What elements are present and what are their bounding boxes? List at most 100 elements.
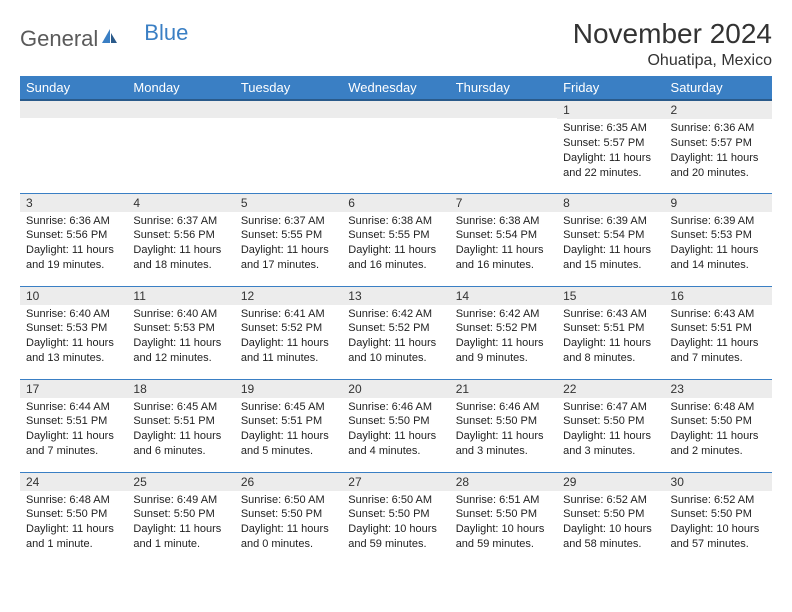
calendar-cell: 19Sunrise: 6:45 AMSunset: 5:51 PMDayligh… bbox=[235, 379, 342, 472]
cell-body: Sunrise: 6:39 AMSunset: 5:53 PMDaylight:… bbox=[665, 212, 772, 277]
weekday-header: Thursday bbox=[450, 76, 557, 100]
cell-body-empty bbox=[235, 118, 342, 178]
sunrise-text: Sunrise: 6:44 AM bbox=[26, 400, 121, 415]
daylight-text-1: Daylight: 11 hours bbox=[133, 429, 228, 444]
calendar-cell: 11Sunrise: 6:40 AMSunset: 5:53 PMDayligh… bbox=[127, 286, 234, 379]
sunrise-text: Sunrise: 6:43 AM bbox=[671, 307, 766, 322]
cell-body: Sunrise: 6:39 AMSunset: 5:54 PMDaylight:… bbox=[557, 212, 664, 277]
day-number-empty bbox=[450, 101, 557, 118]
daylight-text-2: and 16 minutes. bbox=[456, 258, 551, 273]
sunset-text: Sunset: 5:57 PM bbox=[563, 136, 658, 151]
day-number: 8 bbox=[557, 194, 664, 212]
daylight-text-1: Daylight: 11 hours bbox=[456, 336, 551, 351]
calendar-cell bbox=[235, 100, 342, 193]
day-number: 26 bbox=[235, 473, 342, 491]
daylight-text-1: Daylight: 11 hours bbox=[456, 243, 551, 258]
sunset-text: Sunset: 5:50 PM bbox=[348, 414, 443, 429]
daylight-text-2: and 58 minutes. bbox=[563, 537, 658, 552]
cell-body: Sunrise: 6:46 AMSunset: 5:50 PMDaylight:… bbox=[342, 398, 449, 463]
daylight-text-2: and 12 minutes. bbox=[133, 351, 228, 366]
daylight-text-1: Daylight: 11 hours bbox=[241, 429, 336, 444]
daylight-text-1: Daylight: 11 hours bbox=[456, 429, 551, 444]
sunset-text: Sunset: 5:56 PM bbox=[26, 228, 121, 243]
cell-body: Sunrise: 6:46 AMSunset: 5:50 PMDaylight:… bbox=[450, 398, 557, 463]
sunrise-text: Sunrise: 6:37 AM bbox=[133, 214, 228, 229]
calendar-cell: 21Sunrise: 6:46 AMSunset: 5:50 PMDayligh… bbox=[450, 379, 557, 472]
cell-body: Sunrise: 6:40 AMSunset: 5:53 PMDaylight:… bbox=[127, 305, 234, 370]
daylight-text-1: Daylight: 11 hours bbox=[241, 336, 336, 351]
sunrise-text: Sunrise: 6:46 AM bbox=[348, 400, 443, 415]
sunset-text: Sunset: 5:53 PM bbox=[26, 321, 121, 336]
cell-body: Sunrise: 6:52 AMSunset: 5:50 PMDaylight:… bbox=[665, 491, 772, 556]
sunset-text: Sunset: 5:53 PM bbox=[671, 228, 766, 243]
day-number: 7 bbox=[450, 194, 557, 212]
calendar-cell: 27Sunrise: 6:50 AMSunset: 5:50 PMDayligh… bbox=[342, 472, 449, 565]
daylight-text-2: and 1 minute. bbox=[26, 537, 121, 552]
day-number: 11 bbox=[127, 287, 234, 305]
daylight-text-1: Daylight: 11 hours bbox=[563, 243, 658, 258]
sunset-text: Sunset: 5:56 PM bbox=[133, 228, 228, 243]
sunrise-text: Sunrise: 6:38 AM bbox=[456, 214, 551, 229]
calendar-cell: 6Sunrise: 6:38 AMSunset: 5:55 PMDaylight… bbox=[342, 193, 449, 286]
sunrise-text: Sunrise: 6:47 AM bbox=[563, 400, 658, 415]
daylight-text-2: and 3 minutes. bbox=[456, 444, 551, 459]
daylight-text-1: Daylight: 11 hours bbox=[671, 243, 766, 258]
sunset-text: Sunset: 5:52 PM bbox=[456, 321, 551, 336]
cell-body: Sunrise: 6:36 AMSunset: 5:57 PMDaylight:… bbox=[665, 119, 772, 184]
daylight-text-2: and 7 minutes. bbox=[26, 444, 121, 459]
day-number: 27 bbox=[342, 473, 449, 491]
daylight-text-1: Daylight: 11 hours bbox=[26, 522, 121, 537]
daylight-text-1: Daylight: 11 hours bbox=[563, 151, 658, 166]
calendar-cell: 28Sunrise: 6:51 AMSunset: 5:50 PMDayligh… bbox=[450, 472, 557, 565]
calendar-cell bbox=[450, 100, 557, 193]
sunset-text: Sunset: 5:51 PM bbox=[26, 414, 121, 429]
sunset-text: Sunset: 5:52 PM bbox=[241, 321, 336, 336]
calendar-cell: 10Sunrise: 6:40 AMSunset: 5:53 PMDayligh… bbox=[20, 286, 127, 379]
cell-body: Sunrise: 6:40 AMSunset: 5:53 PMDaylight:… bbox=[20, 305, 127, 370]
day-number: 28 bbox=[450, 473, 557, 491]
calendar-cell: 7Sunrise: 6:38 AMSunset: 5:54 PMDaylight… bbox=[450, 193, 557, 286]
cell-body-empty bbox=[127, 118, 234, 178]
day-number: 14 bbox=[450, 287, 557, 305]
day-number: 30 bbox=[665, 473, 772, 491]
day-number: 23 bbox=[665, 380, 772, 398]
daylight-text-2: and 8 minutes. bbox=[563, 351, 658, 366]
cell-body-empty bbox=[20, 118, 127, 178]
daylight-text-2: and 17 minutes. bbox=[241, 258, 336, 273]
cell-body: Sunrise: 6:42 AMSunset: 5:52 PMDaylight:… bbox=[342, 305, 449, 370]
sunrise-text: Sunrise: 6:36 AM bbox=[26, 214, 121, 229]
daylight-text-1: Daylight: 11 hours bbox=[241, 522, 336, 537]
sunrise-text: Sunrise: 6:40 AM bbox=[133, 307, 228, 322]
calendar-cell: 8Sunrise: 6:39 AMSunset: 5:54 PMDaylight… bbox=[557, 193, 664, 286]
daylight-text-2: and 13 minutes. bbox=[26, 351, 121, 366]
day-number-empty bbox=[235, 101, 342, 118]
sunrise-text: Sunrise: 6:52 AM bbox=[563, 493, 658, 508]
logo-text-blue: Blue bbox=[144, 20, 188, 46]
sunrise-text: Sunrise: 6:37 AM bbox=[241, 214, 336, 229]
daylight-text-2: and 15 minutes. bbox=[563, 258, 658, 273]
weekday-header-row: Sunday Monday Tuesday Wednesday Thursday… bbox=[20, 76, 772, 100]
calendar-cell: 1Sunrise: 6:35 AMSunset: 5:57 PMDaylight… bbox=[557, 100, 664, 193]
daylight-text-2: and 2 minutes. bbox=[671, 444, 766, 459]
daylight-text-1: Daylight: 11 hours bbox=[563, 336, 658, 351]
sunrise-text: Sunrise: 6:46 AM bbox=[456, 400, 551, 415]
day-number: 24 bbox=[20, 473, 127, 491]
location: Ohuatipa, Mexico bbox=[573, 52, 772, 70]
calendar-cell: 29Sunrise: 6:52 AMSunset: 5:50 PMDayligh… bbox=[557, 472, 664, 565]
day-number: 22 bbox=[557, 380, 664, 398]
calendar-page: General Blue November 2024 Ohuatipa, Mex… bbox=[0, 0, 792, 612]
sunset-text: Sunset: 5:50 PM bbox=[241, 507, 336, 522]
day-number: 12 bbox=[235, 287, 342, 305]
day-number: 18 bbox=[127, 380, 234, 398]
cell-body: Sunrise: 6:51 AMSunset: 5:50 PMDaylight:… bbox=[450, 491, 557, 556]
sunrise-text: Sunrise: 6:39 AM bbox=[563, 214, 658, 229]
title-block: November 2024 Ohuatipa, Mexico bbox=[573, 18, 772, 70]
weekday-header: Sunday bbox=[20, 76, 127, 100]
calendar-cell: 5Sunrise: 6:37 AMSunset: 5:55 PMDaylight… bbox=[235, 193, 342, 286]
daylight-text-1: Daylight: 11 hours bbox=[241, 243, 336, 258]
cell-body: Sunrise: 6:43 AMSunset: 5:51 PMDaylight:… bbox=[557, 305, 664, 370]
cell-body: Sunrise: 6:48 AMSunset: 5:50 PMDaylight:… bbox=[20, 491, 127, 556]
sunset-text: Sunset: 5:50 PM bbox=[563, 414, 658, 429]
cell-body: Sunrise: 6:52 AMSunset: 5:50 PMDaylight:… bbox=[557, 491, 664, 556]
sunrise-text: Sunrise: 6:38 AM bbox=[348, 214, 443, 229]
